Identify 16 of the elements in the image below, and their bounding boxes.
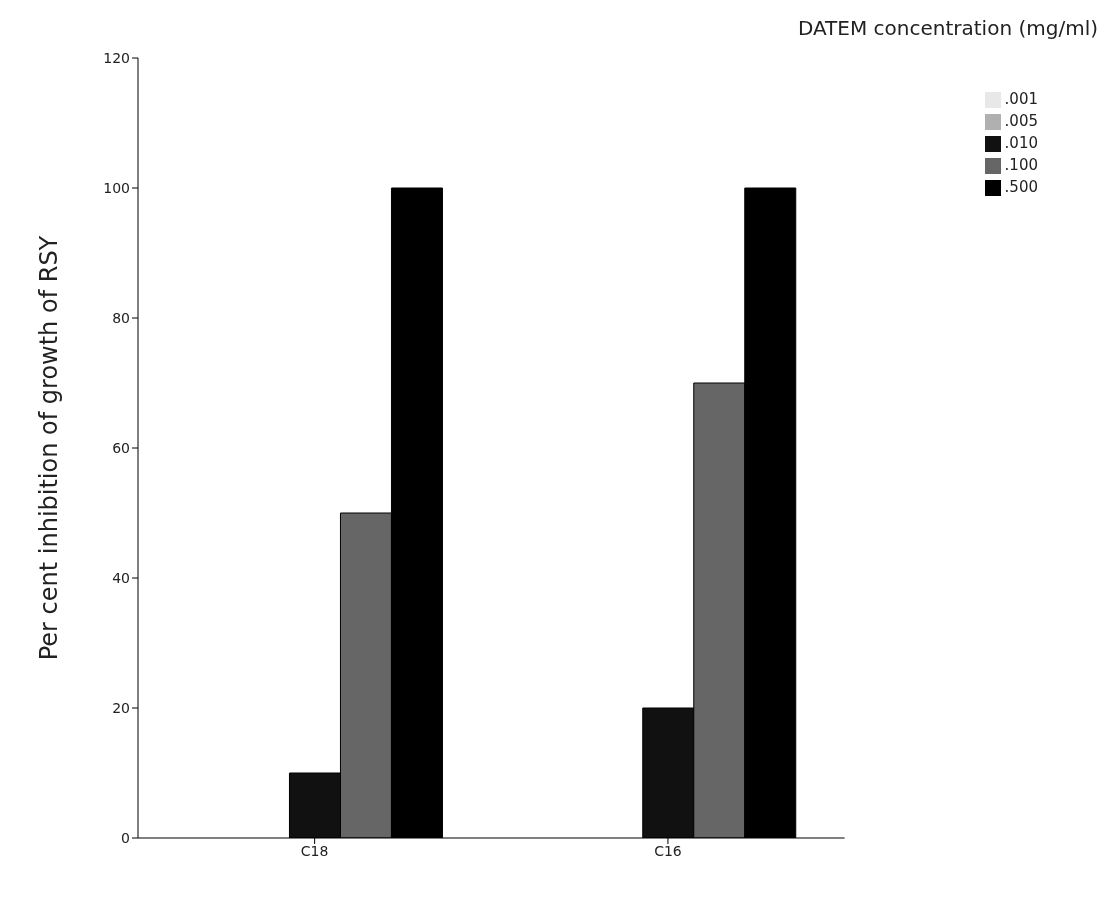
legend-label: .010	[1004, 134, 1038, 152]
x-tick-label: C16	[654, 842, 682, 859]
legend-label: .005	[1004, 112, 1038, 130]
y-tick-label: 80	[112, 309, 130, 326]
y-tick-label: 60	[112, 439, 130, 456]
y-tick-label: 0	[121, 829, 130, 846]
legend-title: DATEM concentration (mg/ml)	[797, 16, 1098, 40]
x-tick-label: C18	[300, 842, 329, 859]
y-axis-title: Per cent inhibition of growth of RSY	[34, 235, 63, 661]
y-tick-label: 100	[103, 179, 130, 196]
legend-label: .001	[1004, 90, 1038, 108]
y-tick-label: 40	[112, 569, 130, 586]
legend-label: .100	[1004, 156, 1038, 174]
legend-label: .500	[1004, 178, 1038, 196]
y-tick-label: 20	[112, 699, 130, 716]
y-tick-label: 120	[103, 49, 130, 66]
